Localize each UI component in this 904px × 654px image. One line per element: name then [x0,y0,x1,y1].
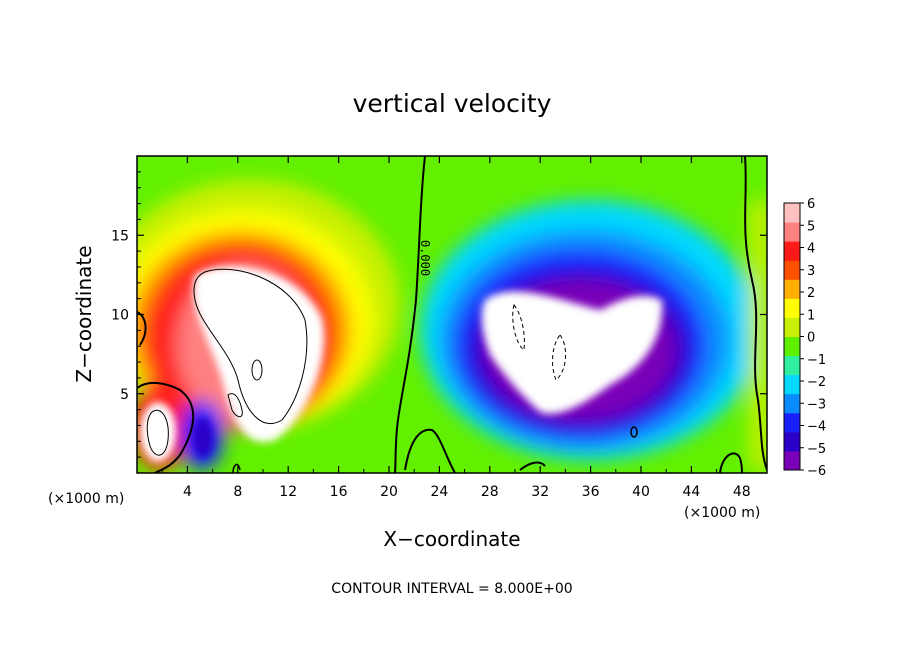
colorbar-swatch [784,431,800,452]
y-tick-label: 15 [111,228,129,244]
colorbar-tick-label: 4 [807,242,815,257]
colorbar-swatch [784,317,800,337]
colorbar: 6 5 4 3 2 1 0 −1 −2 −3 −4 −5 −6 [783,197,826,479]
x-tick-label: 12 [279,484,297,500]
x-tick-label: 4 [183,484,192,500]
x-axis-ticks: 4 8 12 16 20 24 28 32 36 40 44 48 [161,156,751,500]
x-tick-label: 20 [380,484,398,500]
x-tick-label: 48 [733,484,751,500]
x-tick-label: 8 [233,484,242,500]
colorbar-tick-label: 2 [807,286,815,301]
colorbar-swatch [784,279,800,299]
colorbar-swatch [784,393,800,414]
colorbar-swatch [784,260,800,280]
x-unit-label-right: (×1000 m) [684,505,760,521]
contour-label: 0.000 [418,240,432,276]
x-tick-label: 36 [582,484,600,500]
colorbar-swatch [784,222,800,242]
y-tick-label: 10 [111,308,129,324]
colorbar-swatch [784,355,800,376]
colorbar-tick-label: −5 [807,442,826,457]
colorbar-tick-label: 3 [807,264,815,279]
colorbar-tick-label: −2 [807,375,826,390]
contour-lines [137,156,767,473]
colorbar-swatch [784,336,800,357]
colorbar-tick-label: −3 [807,397,826,412]
x-tick-label: 24 [430,484,448,500]
x-tick-label: 28 [481,484,499,500]
chart-title: vertical velocity [353,89,552,118]
colorbar-swatch [784,203,800,223]
x-tick-label: 44 [682,484,700,500]
colorbar-swatch [784,450,800,471]
x-unit-label-left: (×1000 m) [48,491,124,507]
colorbar-swatch [784,241,800,261]
colorbar-swatch [784,374,800,395]
x-tick-label: 40 [632,484,650,500]
colorbar-tick-label: 6 [807,197,815,212]
x-axis-label: X−coordinate [383,527,520,551]
y-axis-ticks: 5 10 15 [111,171,767,458]
colorbar-swatch [784,298,800,318]
contour-interval-text: CONTOUR INTERVAL = 8.000E+00 [331,581,572,597]
y-axis-label: Z−coordinate [72,245,96,382]
y-tick-label: 5 [120,387,129,403]
colorbar-tick-label: −6 [807,464,826,479]
colorbar-tick-label: −4 [807,420,826,435]
colorbar-swatch [784,412,800,433]
x-tick-label: 32 [531,484,549,500]
colorbar-tick-label: 0 [807,331,815,346]
colorbar-tick-label: 1 [807,308,815,323]
colorbar-tick-label: −1 [807,353,826,368]
x-tick-label: 16 [330,484,348,500]
colorbar-tick-label: 5 [807,219,815,234]
